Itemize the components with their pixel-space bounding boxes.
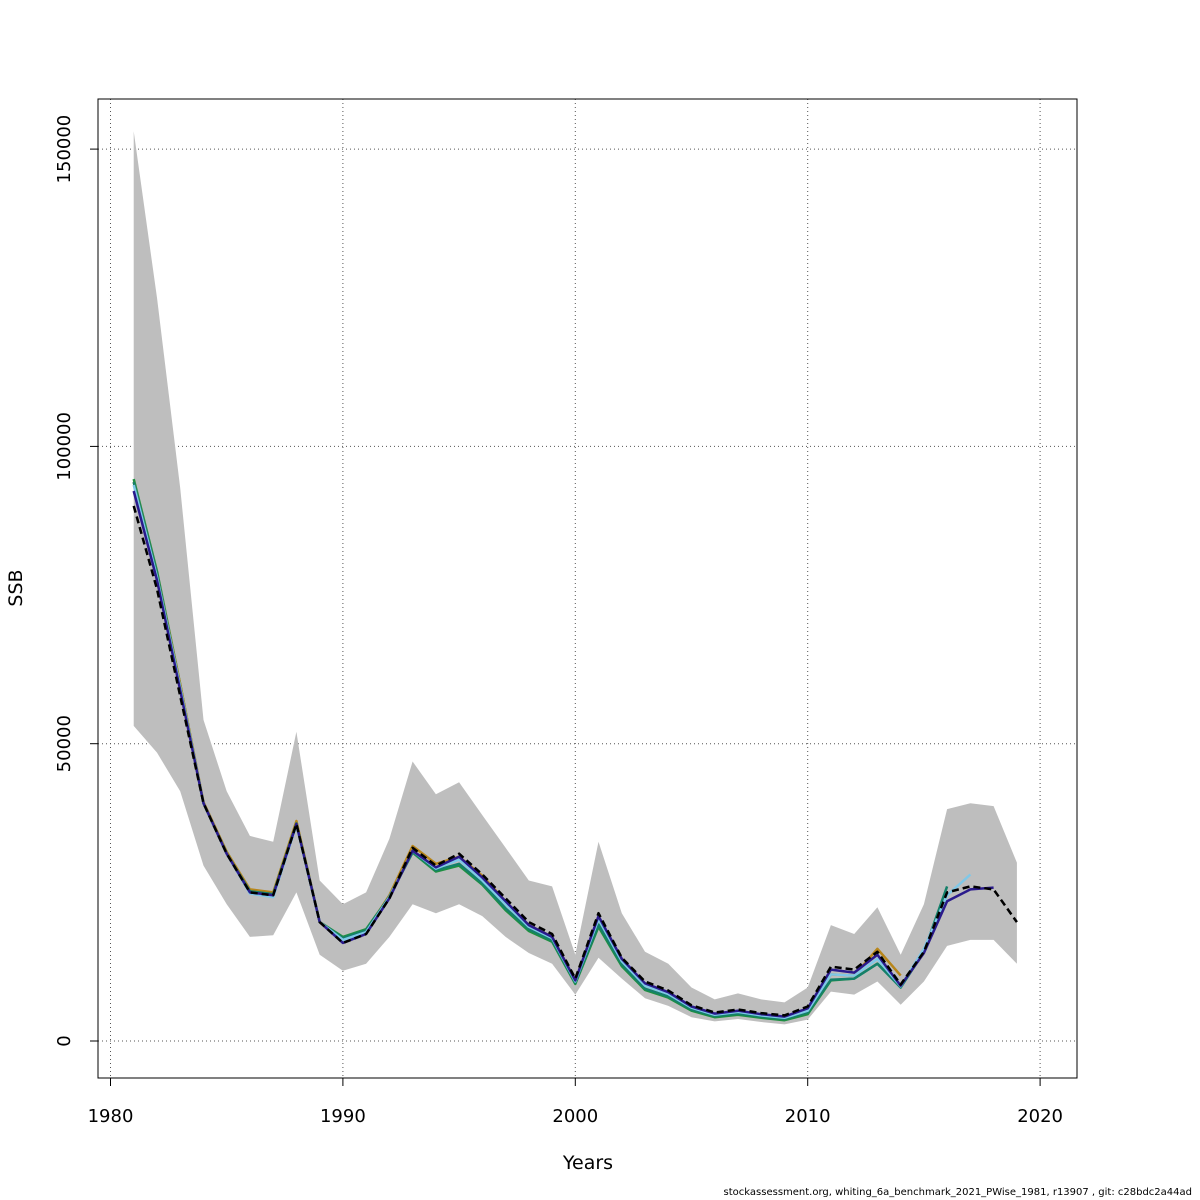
y-tick-label: 50000 [54, 715, 75, 772]
x-tick-label: 2010 [785, 1106, 831, 1127]
y-tick-label: 100000 [54, 412, 75, 481]
y-tick-label: 0 [54, 1035, 75, 1046]
x-axis-title: Years [562, 1152, 613, 1174]
series-line-base [132, 505, 1018, 1017]
x-tick-label: 1980 [88, 1106, 134, 1127]
footer-caption: stockassessment.org, whiting_6a_benchmar… [723, 1187, 1192, 1198]
y-tick-label: 150000 [54, 115, 75, 184]
x-tick-label: 1990 [320, 1106, 366, 1127]
series-lines [132, 478, 1018, 1022]
axes: 1980 1990 2000 2010 2020 0 50000 100000 150000 [54, 115, 1063, 1127]
y-axis-title: SSB [5, 569, 27, 606]
x-tick-label: 2020 [1017, 1106, 1063, 1127]
x-tick-label: 2000 [552, 1106, 598, 1127]
